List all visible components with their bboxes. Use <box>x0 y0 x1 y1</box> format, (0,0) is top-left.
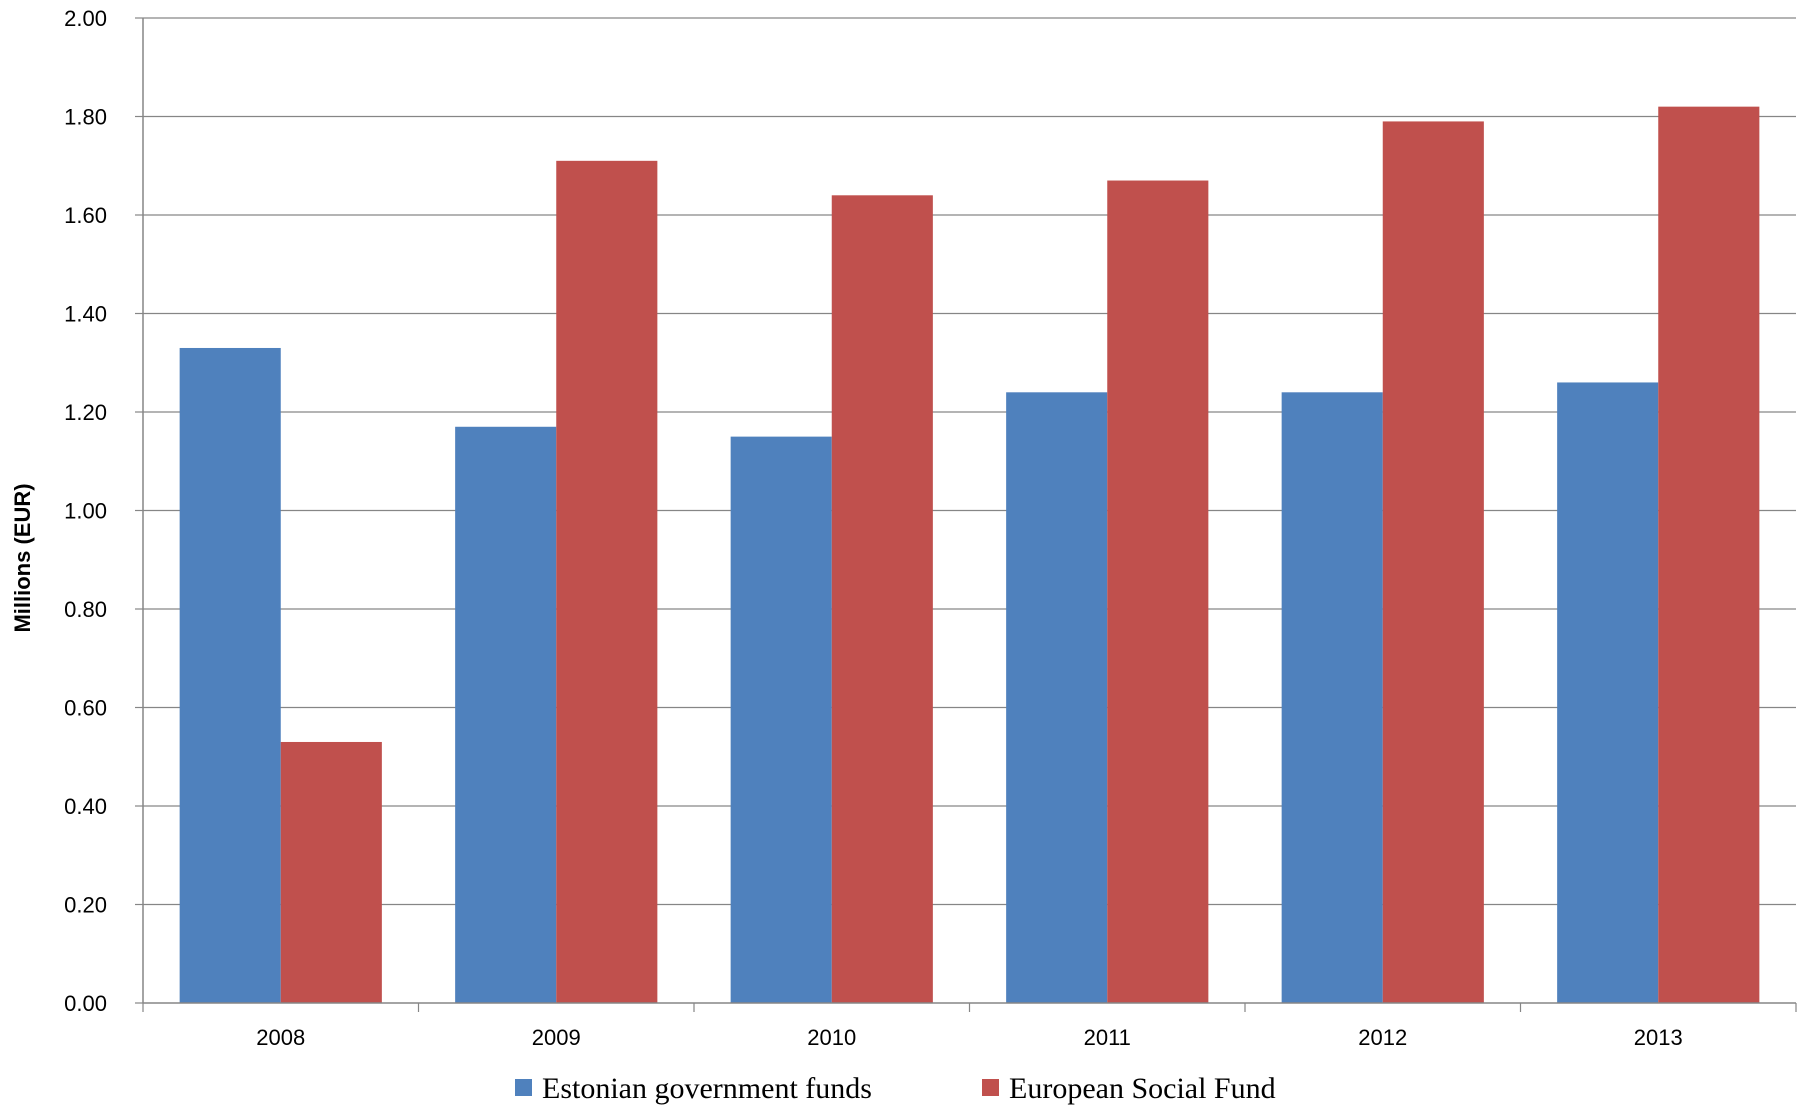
legend: Estonian government funds European Social… <box>515 1072 1276 1105</box>
bar-2013-series-1 <box>1658 106 1760 1003</box>
y-tick-label: 1.40 <box>64 302 107 327</box>
bar-2012-series-1 <box>1382 121 1484 1004</box>
y-tick-label: 1.00 <box>64 499 107 524</box>
bars <box>179 106 1760 1004</box>
x-tick-label: 2013 <box>1634 1025 1683 1050</box>
legend-swatch-1 <box>982 1079 999 1096</box>
bar-2010-series-1 <box>831 195 933 1004</box>
y-tick-label: 0.00 <box>64 991 107 1016</box>
bar-2008-series-0 <box>179 347 281 1004</box>
bar-2011-series-1 <box>1107 180 1209 1003</box>
gridlines <box>143 17 1796 906</box>
x-tick-label: 2012 <box>1358 1025 1407 1050</box>
y-tick-label: 2.00 <box>64 6 107 31</box>
bar-2012-series-0 <box>1281 392 1383 1003</box>
x-tick-label: 2010 <box>807 1025 856 1050</box>
x-tick-label: 2009 <box>532 1025 581 1050</box>
y-tick-labels: 0.00 0.20 0.40 0.60 0.80 1.00 1.20 1.40 1.60 1.80… <box>64 6 107 1016</box>
bar-2011-series-0 <box>1006 392 1108 1003</box>
y-tick-label: 0.40 <box>64 794 107 819</box>
bar-2009-series-1 <box>556 160 658 1003</box>
x-tick-label: 2008 <box>256 1025 305 1050</box>
y-axis-title: Millions (EUR) <box>10 483 35 632</box>
legend-swatch-0 <box>515 1079 532 1096</box>
bar-2013-series-0 <box>1557 382 1659 1003</box>
x-tick-labels: 2008 2009 2010 2011 2012 2013 <box>256 1025 1682 1050</box>
y-tick-label: 0.80 <box>64 597 107 622</box>
legend-label-0: Estonian government funds <box>542 1072 872 1105</box>
x-tick-label: 2011 <box>1084 1025 1131 1050</box>
y-tick-label: 0.20 <box>64 893 107 918</box>
axes <box>135 17 1797 1012</box>
bar-2010-series-0 <box>730 436 832 1003</box>
y-tick-label: 1.20 <box>64 400 107 425</box>
y-tick-label: 1.80 <box>64 105 107 130</box>
y-tick-label: 0.60 <box>64 696 107 721</box>
bar-2008-series-1 <box>280 741 382 1003</box>
legend-label-1: European Social Fund <box>1009 1072 1276 1105</box>
y-tick-label: 1.60 <box>64 203 107 228</box>
bar-2009-series-0 <box>455 426 557 1003</box>
